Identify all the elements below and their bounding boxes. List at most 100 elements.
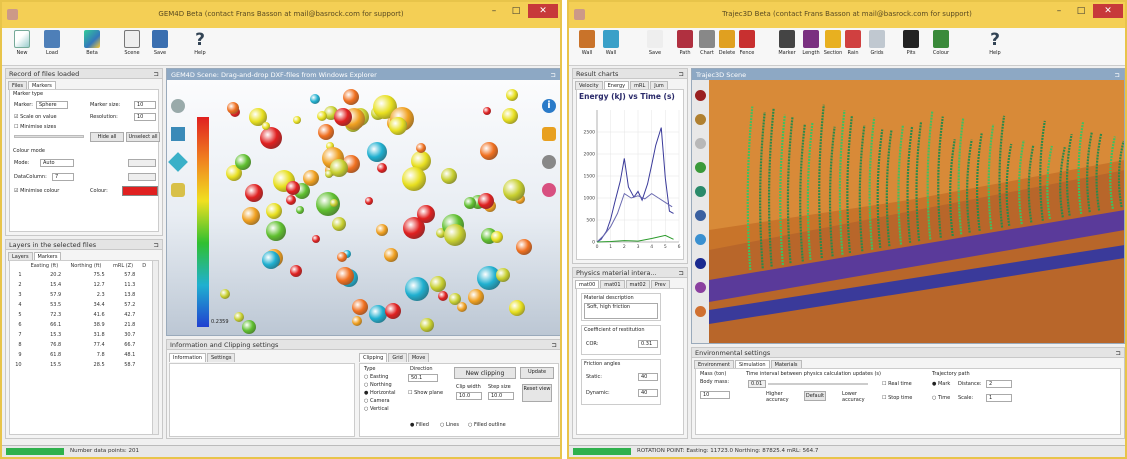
clip-width-input[interactable]: 10.0 — [456, 392, 482, 400]
update-button[interactable]: Update — [520, 367, 554, 379]
type-horizontal-radio[interactable]: ● Horizontal — [364, 390, 396, 396]
material-swatch[interactable] — [695, 90, 706, 101]
maximize-button[interactable]: □ — [511, 6, 521, 16]
col-header[interactable]: Easting (ft) — [30, 262, 59, 269]
close-button[interactable]: ✕ — [528, 4, 558, 18]
info-icon[interactable]: i — [542, 99, 556, 113]
toolbar-button-pits[interactable]: Pits — [899, 30, 923, 64]
type-northing-radio[interactable]: ○ Northing — [364, 382, 392, 388]
static-input[interactable]: 40 — [638, 373, 658, 381]
col-header[interactable]: mRL (Z) — [112, 262, 134, 269]
scale-on-value-checkbox[interactable]: ☑ Scale on value — [14, 114, 57, 120]
material-swatch[interactable] — [695, 114, 706, 125]
table-row[interactable]: 6 66.1 38.9 21.8 — [10, 320, 150, 330]
colour-swatch[interactable] — [122, 186, 158, 196]
tab-mrl[interactable]: mRL — [630, 81, 650, 90]
lightning-icon[interactable] — [542, 127, 556, 141]
toolbar-button-delete[interactable]: Delete — [715, 30, 739, 64]
type-vertical-radio[interactable]: ○ Vertical — [364, 406, 389, 412]
table-row[interactable]: 4 53.5 34.4 57.2 — [10, 300, 150, 310]
trajec3d-scene[interactable]: Trajec3D Scene ⊐ — [691, 68, 1125, 344]
accuracy-slider[interactable] — [768, 383, 868, 385]
cube-view-icon[interactable] — [171, 127, 185, 141]
reset-view-button[interactable]: Reset view — [522, 384, 552, 402]
table-row[interactable]: 9 61.8 7.8 48.1 — [10, 350, 150, 360]
filled-outline-radio[interactable]: ○ Filled outline — [468, 422, 506, 428]
tab-markers[interactable]: Markers — [33, 252, 62, 261]
col-header[interactable]: D — [142, 262, 147, 269]
step-size-input[interactable]: 10.0 — [488, 392, 514, 400]
time-radio[interactable]: ○ Time — [932, 395, 951, 401]
tab-clipping[interactable]: Clipping — [359, 353, 388, 362]
lines-radio[interactable]: ○ Lines — [440, 422, 459, 428]
show-plane-checkbox[interactable]: ☐ Show plane — [408, 390, 444, 396]
toolbar-button-chart[interactable]: Chart — [695, 30, 719, 64]
body-mass-input[interactable]: 10 — [700, 391, 730, 399]
pin-icon[interactable]: ⊐ — [550, 71, 556, 79]
pin-icon[interactable]: ⊐ — [678, 70, 684, 78]
gem4d-scene[interactable]: GEM4D Scene: Drag-and-drop DXF-files fro… — [166, 68, 560, 336]
tab-markers[interactable]: Markers — [27, 81, 56, 90]
tab-files[interactable]: Files — [8, 81, 27, 90]
marker-size-input[interactable]: 10 — [134, 101, 156, 109]
toolbar-button-save[interactable]: Save — [643, 30, 667, 64]
tab-materials[interactable]: Materials — [770, 360, 802, 369]
type-camera-radio[interactable]: ○ Camera — [364, 398, 390, 404]
material-swatch[interactable] — [695, 210, 706, 221]
marker-select[interactable]: Sphere — [36, 101, 68, 109]
real-time-checkbox[interactable]: ☐ Real time — [882, 381, 912, 387]
default-button[interactable]: Default — [804, 391, 826, 401]
tab-settings[interactable]: Settings — [206, 353, 236, 362]
distance-input[interactable]: 2 — [986, 380, 1012, 388]
tab-jump[interactable]: Jum — [650, 81, 668, 90]
palette-icon[interactable] — [542, 183, 556, 197]
minimise-colour-checkbox[interactable]: ☑ Minimise colour — [14, 188, 60, 194]
unselect-all-button[interactable]: Unselect all — [126, 132, 160, 142]
paint-tool-icon[interactable] — [171, 183, 185, 197]
tab-mat02[interactable]: mat02 — [625, 280, 650, 289]
pin-icon[interactable]: ⊐ — [1114, 71, 1120, 79]
toolbar-button-wall[interactable]: Wall — [575, 30, 599, 64]
material-swatch[interactable] — [695, 258, 706, 269]
pin-icon[interactable]: ⊐ — [153, 241, 159, 249]
tab-information[interactable]: Information — [169, 353, 206, 362]
select-tool-icon[interactable] — [171, 99, 185, 113]
new-clipping-button[interactable]: New clipping — [454, 367, 516, 379]
toolbar-button-length[interactable]: Length — [799, 30, 823, 64]
filled-radio[interactable]: ● Filled — [410, 422, 429, 428]
save-button[interactable]: Save — [148, 30, 172, 64]
toolbar-button-wall[interactable]: Wall — [599, 30, 623, 64]
pin-icon[interactable]: ⊐ — [153, 70, 159, 78]
tab-mat00[interactable]: mat00 — [575, 280, 600, 289]
maximize-button[interactable]: □ — [1076, 6, 1086, 16]
tab-simulation[interactable]: Simulation — [734, 360, 770, 369]
resolution-input[interactable]: 10 — [134, 113, 156, 121]
toolbar-button-path[interactable]: Path — [673, 30, 697, 64]
table-row[interactable]: 3 57.9 2.3 13.8 — [10, 290, 150, 300]
type-easting-radio[interactable]: ○ Easting — [364, 374, 389, 380]
direction-input[interactable]: 50.1 — [408, 374, 438, 382]
tab-grid[interactable]: Grid — [388, 353, 407, 362]
tab-environment[interactable]: Environment — [694, 360, 734, 369]
material-swatch[interactable] — [695, 138, 706, 149]
help-button[interactable]: ? Help — [188, 30, 212, 64]
minimize-button[interactable]: – — [1056, 6, 1062, 16]
toolbar-button-colour[interactable]: Colour — [929, 30, 953, 64]
toolbar-button-fence[interactable]: Fence — [735, 30, 759, 64]
material-swatch[interactable] — [695, 234, 706, 245]
pan-tool-icon[interactable] — [168, 152, 188, 172]
cor-input[interactable]: 0.31 — [638, 340, 658, 348]
new-button[interactable]: New — [10, 30, 34, 64]
tab-prev[interactable]: Prev — [650, 280, 670, 289]
vertical-scrollbar[interactable] — [152, 261, 158, 434]
beta-button[interactable]: Beta — [80, 30, 104, 64]
table-row[interactable]: 5 72.3 41.6 42.7 — [10, 310, 150, 320]
stop-time-checkbox[interactable]: ☐ Stop time — [882, 395, 913, 401]
close-button[interactable]: ✕ — [1093, 4, 1123, 18]
pin-icon[interactable]: ⊐ — [1115, 349, 1121, 357]
scene-button[interactable]: Scene — [120, 30, 144, 64]
material-swatch[interactable] — [695, 186, 706, 197]
table-row[interactable]: 2 15.4 12.7 11.3 — [10, 280, 150, 290]
data-column-input[interactable]: 7 — [52, 173, 74, 181]
camera-icon[interactable] — [542, 155, 556, 169]
